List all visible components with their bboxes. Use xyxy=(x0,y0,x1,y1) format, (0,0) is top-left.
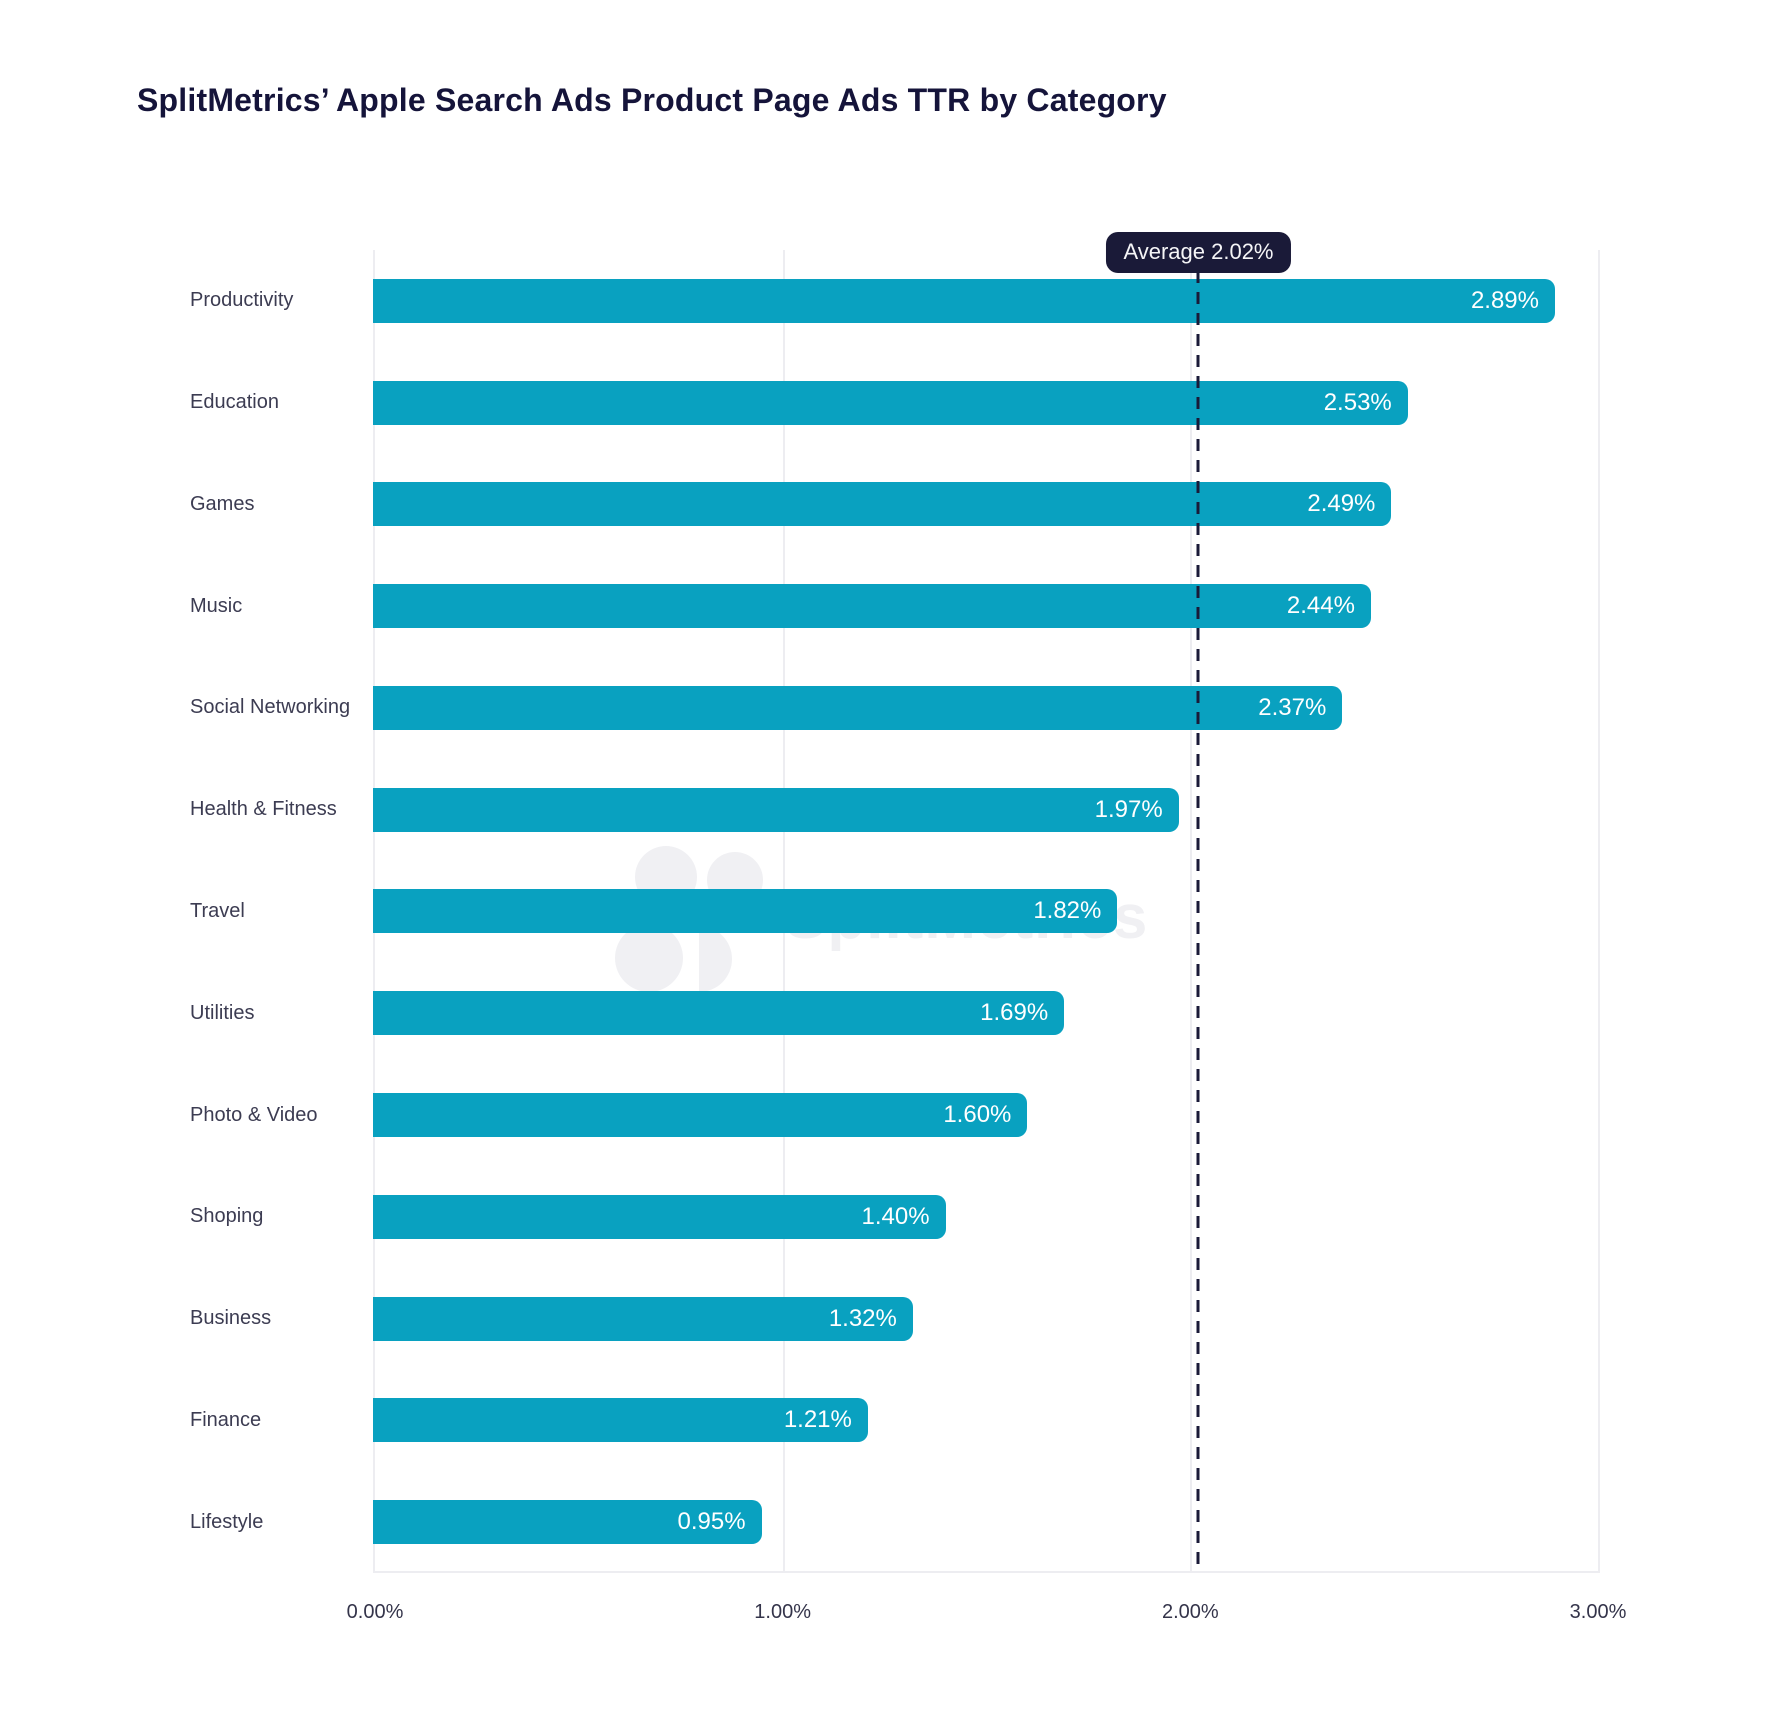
category-label: Health & Fitness xyxy=(190,798,337,821)
bar-value-label: 2.49% xyxy=(1307,490,1376,518)
table-row: Games 2.49% xyxy=(0,454,1780,556)
bar-finance: 1.21% xyxy=(373,1398,868,1443)
category-label: Productivity xyxy=(190,289,294,312)
x-tick-label: 0.00% xyxy=(346,1601,404,1623)
chart-title: SplitMetrics’ Apple Search Ads Product P… xyxy=(137,82,1167,118)
category-label: Utilities xyxy=(190,1001,255,1024)
category-label: Music xyxy=(190,594,243,617)
bar-lifestyle: 0.95% xyxy=(373,1500,762,1545)
bar-track: 1.32% xyxy=(373,1296,1600,1341)
category-label: Education xyxy=(190,391,279,414)
category-label: Lifestyle xyxy=(190,1510,264,1533)
bar-track: 1.60% xyxy=(373,1093,1600,1137)
category-label: Shoping xyxy=(190,1205,264,1228)
table-row: Social Networking 2.37% xyxy=(0,657,1780,759)
bar-track: 1.69% xyxy=(373,991,1600,1036)
bar-health-fitness: 1.97% xyxy=(373,787,1179,832)
bar-value-label: 1.97% xyxy=(1094,795,1163,823)
bar-value-label: 2.89% xyxy=(1470,286,1539,314)
bar-travel: 1.82% xyxy=(373,889,1118,934)
bar-productivity: 2.89% xyxy=(373,278,1555,323)
bar-value-label: 1.32% xyxy=(828,1304,897,1332)
x-tick-label: 3.00% xyxy=(1569,1601,1627,1623)
bar-value-label: 2.53% xyxy=(1323,388,1392,416)
category-label: Finance xyxy=(190,1408,262,1431)
x-tick-label: 2.00% xyxy=(1161,1601,1219,1623)
bar-value-label: 1.40% xyxy=(861,1202,930,1230)
bar-rows: Productivity 2.89% Education 2.53% Games 2.49… xyxy=(0,250,1780,1573)
bar-chart: SplitMetrics Average 2.02% 0.00%1.00%2.0… xyxy=(0,232,1780,1623)
bar-value-label: 2.44% xyxy=(1286,592,1355,620)
bar-track: 1.21% xyxy=(373,1398,1600,1443)
bar-shoping: 1.40% xyxy=(373,1194,946,1239)
average-badge: Average 2.02% xyxy=(1106,232,1291,273)
table-row: Education 2.53% xyxy=(0,352,1780,454)
table-row: Travel 1.82% xyxy=(0,861,1780,963)
table-row: Business 1.32% xyxy=(0,1268,1780,1370)
bar-track: 1.97% xyxy=(373,787,1600,832)
category-label: Photo & Video xyxy=(190,1103,318,1126)
bar-track: 2.53% xyxy=(373,380,1600,425)
bar-value-label: 1.82% xyxy=(1033,897,1102,925)
bar-business: 1.32% xyxy=(373,1296,913,1341)
bar-track: 1.40% xyxy=(373,1194,1600,1239)
table-row: Music 2.44% xyxy=(0,555,1780,657)
table-row: Health & Fitness 1.97% xyxy=(0,759,1780,861)
bar-track: 2.89% xyxy=(373,278,1600,323)
gridline-2pct xyxy=(1190,250,1193,1571)
x-tick-label: 1.00% xyxy=(754,1601,812,1623)
bar-value-label: 1.69% xyxy=(980,999,1049,1027)
bar-track: 1.82% xyxy=(373,889,1600,934)
table-row: Finance 1.21% xyxy=(0,1369,1780,1471)
bar-value-label: 0.95% xyxy=(677,1508,746,1536)
bar-track: 2.49% xyxy=(373,482,1600,527)
table-row: Shoping 1.40% xyxy=(0,1166,1780,1268)
bar-games: 2.49% xyxy=(373,482,1392,527)
bar-utilities: 1.69% xyxy=(373,991,1065,1036)
bar-music: 2.44% xyxy=(373,584,1371,629)
bar-track: 2.37% xyxy=(373,685,1600,730)
category-label: Travel xyxy=(190,899,245,922)
bar-value-label: 1.21% xyxy=(783,1406,852,1434)
bar-photo-video: 1.60% xyxy=(373,1093,1028,1137)
category-label: Games xyxy=(190,492,255,515)
table-row: Productivity 2.89% xyxy=(0,250,1780,352)
table-row: Photo & Video 1.60% xyxy=(0,1064,1780,1166)
table-row: Utilities 1.69% xyxy=(0,962,1780,1064)
bar-track: 0.95% xyxy=(373,1500,1600,1545)
bar-value-label: 2.37% xyxy=(1258,693,1327,721)
category-label: Social Networking xyxy=(190,696,351,719)
table-row: Lifestyle 0.95% xyxy=(0,1471,1780,1573)
average-line xyxy=(1196,250,1200,1571)
bar-track: 2.44% xyxy=(373,584,1600,629)
category-label: Business xyxy=(190,1307,272,1330)
bar-value-label: 1.60% xyxy=(943,1101,1012,1128)
bar-social-networking: 2.37% xyxy=(373,685,1343,730)
bar-education: 2.53% xyxy=(373,380,1408,425)
